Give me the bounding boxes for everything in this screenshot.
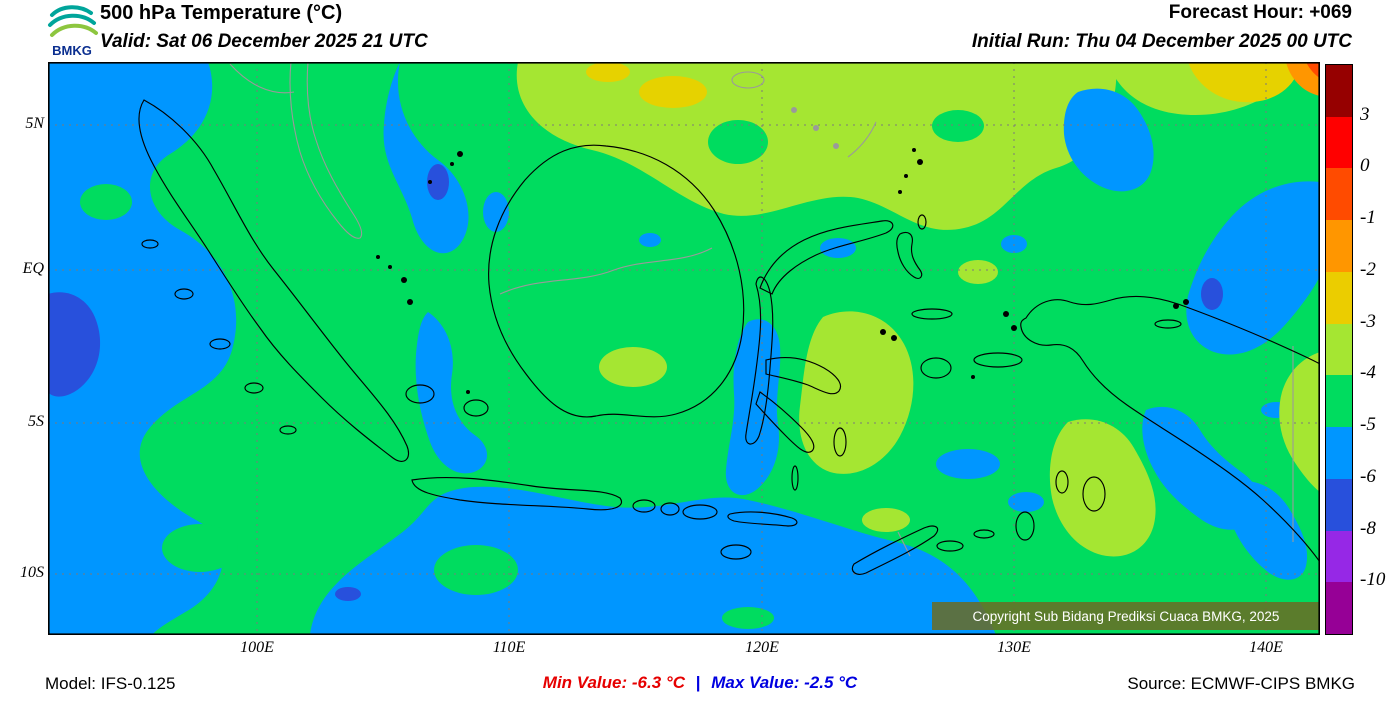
max-value-label: Max Value: -2.5 °C [711,673,858,692]
bmkg-logo: BMKG [44,2,100,60]
bmkg-logo-text: BMKG [52,43,92,58]
temp-fill-green-band-patches [708,110,984,164]
minmax-values: Min Value: -6.3 °C | Max Value: -2.5 °C [543,673,857,693]
x-axis-label-100e: 100E [240,639,274,656]
min-value-label: Min Value: -6.3 °C [542,673,685,692]
bmkg-logo-icon: BMKG [48,5,98,58]
temperature-map: Copyright Sub Bidang Prediksi Cuaca BMKG… [48,61,1321,636]
y-axis-label-10s: 10S [20,564,44,581]
foreign-coastlines-borders [229,61,1294,557]
valid-time-label: Valid: Sat 06 December 2025 21 UTC [100,31,428,52]
colorbar [1325,64,1353,635]
map-container: Copyright Sub Bidang Prediksi Cuaca BMKG… [48,61,1321,636]
temp-fill-yellowgreen-regions [516,62,1320,557]
temp-fill-yellow-regions [586,62,1299,108]
temp-fill-green-patches [80,184,774,629]
temp-fill-blue-regions [48,62,1320,635]
temp-fill-orange-corner [1286,62,1320,96]
x-axis-label-140e: 140E [1249,639,1283,656]
temp-fill-darkblue-regions [48,164,1223,601]
latlon-gridlines [48,62,1320,635]
source-label: Source: ECMWF-CIPS BMKG [1127,674,1355,693]
minmax-separator: | [695,673,701,692]
temp-fill-blue-upper-right [1063,88,1154,192]
forecast-hour-label: Forecast Hour: +069 [1168,2,1352,23]
x-axis-label-110e: 110E [492,639,526,656]
page-title: 500 hPa Temperature (°C) [100,2,343,24]
x-axis-label-130e: 130E [997,639,1031,656]
initial-run-label: Initial Run: Thu 04 December 2025 00 UTC [971,31,1352,52]
y-axis-label-eq: EQ [22,260,44,277]
x-axis-label-120e: 120E [745,639,779,656]
copyright-overlay: Copyright Sub Bidang Prediksi Cuaca BMKG… [932,602,1320,630]
y-axis-label-5s: 5S [28,413,44,430]
y-axis-label-5n: 5N [25,115,44,132]
indonesia-coastlines [138,99,1321,575]
map-border [48,62,1321,636]
copyright-text: Copyright Sub Bidang Prediksi Cuaca BMKG… [973,609,1280,624]
model-label: Model: IFS-0.125 [45,674,176,693]
colorbar-ticks: 3 0 -1 -2 -3 -4 -5 -6 -8 -10 [1360,103,1386,591]
